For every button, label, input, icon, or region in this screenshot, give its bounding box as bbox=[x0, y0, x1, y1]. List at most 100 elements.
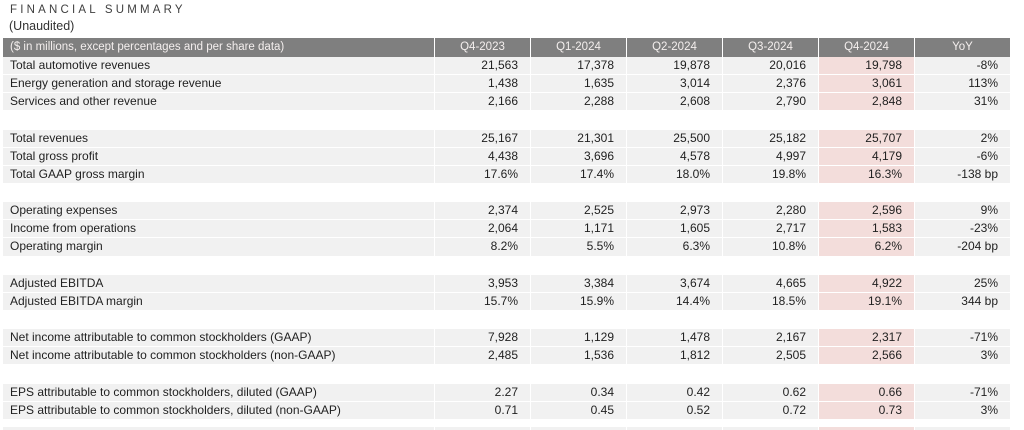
table-cell: 1,171 bbox=[531, 220, 626, 238]
table-cell: 2,790 bbox=[723, 93, 818, 111]
column-header: YoY bbox=[915, 38, 1010, 57]
table-cell: 4,179 bbox=[819, 147, 914, 165]
table-cell: 3,384 bbox=[531, 274, 626, 292]
table-cell: 2,280 bbox=[723, 202, 818, 220]
table-row: Total gross profit 4,438 3,696 4,578 4,997 4,… bbox=[3, 147, 1010, 166]
row-label bbox=[3, 426, 434, 430]
table-row: EPS attributable to common stockholders,… bbox=[3, 383, 1010, 402]
table-cell: 25,182 bbox=[723, 129, 818, 147]
row-label: EPS attributable to common stockholders,… bbox=[3, 383, 434, 401]
table-row: Operating expenses 2,374 2,525 2,973 2,280 2,… bbox=[3, 202, 1010, 221]
table-cell: 2,167 bbox=[723, 329, 818, 347]
table-cell: 6.3% bbox=[627, 238, 722, 256]
table-row: Adjusted EBITDA 3,953 3,384 3,674 4,665 4,922… bbox=[3, 274, 1010, 293]
row-label: Total GAAP gross margin bbox=[3, 165, 434, 183]
table-cell: 2,064 bbox=[435, 220, 530, 238]
table-row: Income from operations 2,064 1,171 1,605 2,7… bbox=[3, 220, 1010, 239]
page-subtitle: (Unaudited) bbox=[9, 19, 75, 33]
table-cell: 0.66 bbox=[819, 383, 914, 401]
table-cell bbox=[915, 426, 1010, 430]
table-cell: 3% bbox=[915, 401, 1010, 419]
table-cell: 2,973 bbox=[627, 202, 722, 220]
table-cell: 2,717 bbox=[723, 220, 818, 238]
partial-row bbox=[3, 426, 1010, 430]
row-label: Total gross profit bbox=[3, 147, 434, 165]
table-cell: 17,378 bbox=[531, 57, 626, 75]
table-cell: 17.4% bbox=[531, 165, 626, 183]
table-cell: 3,953 bbox=[435, 274, 530, 292]
column-header: Q1-2024 bbox=[531, 38, 626, 57]
table-cell: 25% bbox=[915, 274, 1010, 292]
row-label: Total automotive revenues bbox=[3, 57, 434, 75]
table-cell: -138 bp bbox=[915, 165, 1010, 183]
table-cell bbox=[531, 426, 626, 430]
table-cell: 16.3% bbox=[819, 165, 914, 183]
table-cell: 2,848 bbox=[819, 93, 914, 111]
table-row: Net income attributable to common stockh… bbox=[3, 329, 1010, 348]
table-cell: 25,707 bbox=[819, 129, 914, 147]
table-cell: 2,608 bbox=[627, 93, 722, 111]
table-cell: -71% bbox=[915, 383, 1010, 401]
row-label: Net income attributable to common stockh… bbox=[3, 347, 434, 365]
table-cell: 1,536 bbox=[531, 347, 626, 365]
table-cell: 2,374 bbox=[435, 202, 530, 220]
table-cell: 8.2% bbox=[435, 238, 530, 256]
column-header: Q4-2023 bbox=[435, 38, 530, 57]
table-cell: -23% bbox=[915, 220, 1010, 238]
table-cell: 19,798 bbox=[819, 57, 914, 75]
table-cell: 1,438 bbox=[435, 75, 530, 93]
table-cell: 3,696 bbox=[531, 147, 626, 165]
table-cell: 19.8% bbox=[723, 165, 818, 183]
table-cell: -71% bbox=[915, 329, 1010, 347]
table-cell: 0.62 bbox=[723, 383, 818, 401]
row-label: Energy generation and storage revenue bbox=[3, 75, 434, 93]
page-title: FINANCIAL SUMMARY bbox=[10, 4, 186, 16]
table-cell: 2,317 bbox=[819, 329, 914, 347]
table-cell: 3,014 bbox=[627, 75, 722, 93]
row-label: Adjusted EBITDA bbox=[3, 274, 434, 292]
row-label: Operating expenses bbox=[3, 202, 434, 220]
table-cell: 7,928 bbox=[435, 329, 530, 347]
table-header-row: ($ in millions, except percentages and p… bbox=[3, 38, 1010, 57]
table-cell: 4,922 bbox=[819, 274, 914, 292]
table-cell: 0.42 bbox=[627, 383, 722, 401]
table-cell: 4,578 bbox=[627, 147, 722, 165]
table-cell: 5.5% bbox=[531, 238, 626, 256]
row-label: Services and other revenue bbox=[3, 93, 434, 111]
table-row: Energy generation and storage revenue 1,4… bbox=[3, 75, 1010, 94]
table-cell: 15.9% bbox=[531, 292, 626, 310]
table-cell: 25,167 bbox=[435, 129, 530, 147]
table-cell: 18.5% bbox=[723, 292, 818, 310]
row-label: Total revenues bbox=[3, 129, 434, 147]
table-cell: 3,061 bbox=[819, 75, 914, 93]
table-cell: 2,566 bbox=[819, 347, 914, 365]
table-cell bbox=[723, 426, 818, 430]
table-cell bbox=[435, 426, 530, 430]
table-cell: 0.52 bbox=[627, 401, 722, 419]
table-cell: 2,525 bbox=[531, 202, 626, 220]
table-cell: 2,376 bbox=[723, 75, 818, 93]
table-row: EPS attributable to common stockholders,… bbox=[3, 401, 1010, 420]
table-cell: 2% bbox=[915, 129, 1010, 147]
financial-table: ($ in millions, except percentages and p… bbox=[3, 38, 1010, 430]
table-cell: 9% bbox=[915, 202, 1010, 220]
spacer-row bbox=[3, 310, 1010, 330]
table-cell: 10.8% bbox=[723, 238, 818, 256]
table-cell: 2,288 bbox=[531, 93, 626, 111]
table-cell: 20,016 bbox=[723, 57, 818, 75]
column-header: Q3-2024 bbox=[723, 38, 818, 57]
table-cell: 1,812 bbox=[627, 347, 722, 365]
table-cell: 0.34 bbox=[531, 383, 626, 401]
table-cell: -8% bbox=[915, 57, 1010, 75]
table-cell: -204 bp bbox=[915, 238, 1010, 256]
table-cell: 1,583 bbox=[819, 220, 914, 238]
table-cell: 1,605 bbox=[627, 220, 722, 238]
table-row: Services and other revenue 2,166 2,288 2,60… bbox=[3, 93, 1010, 112]
table-cell: 1,478 bbox=[627, 329, 722, 347]
table-cell: 2,505 bbox=[723, 347, 818, 365]
table-cell: -6% bbox=[915, 147, 1010, 165]
table-cell: 2,485 bbox=[435, 347, 530, 365]
table-cell: 0.73 bbox=[819, 401, 914, 419]
row-label: Adjusted EBITDA margin bbox=[3, 292, 434, 310]
table-cell: 31% bbox=[915, 93, 1010, 111]
